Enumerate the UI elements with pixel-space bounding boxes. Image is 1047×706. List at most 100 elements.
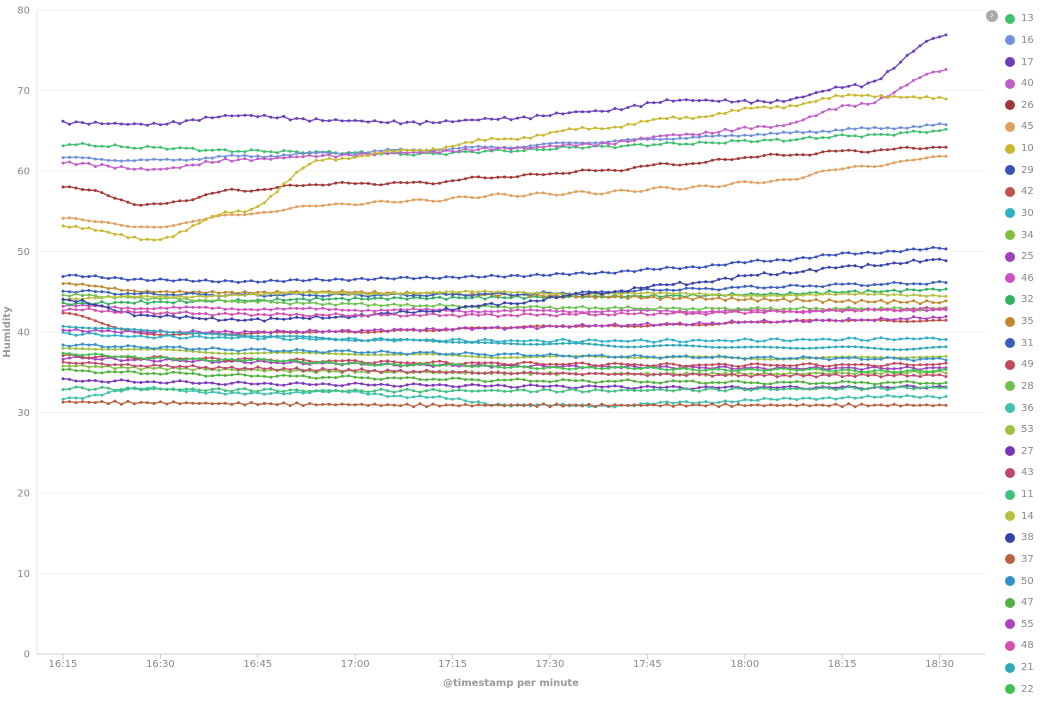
legend-item-11[interactable]: 11 [1005,484,1034,506]
data-point [106,221,110,225]
data-point [704,363,708,367]
data-point [600,339,604,343]
data-point [178,371,182,375]
series-45[interactable] [61,154,948,229]
series-21[interactable] [61,324,948,352]
series-37[interactable] [61,399,948,409]
data-point [555,314,558,318]
series-43[interactable] [61,360,948,379]
legend-item-53[interactable]: 53 [1005,419,1034,441]
data-point [944,371,948,375]
series-22[interactable] [61,351,948,374]
data-point [288,149,292,153]
data-point [600,127,604,131]
data-point [710,297,714,301]
data-point [853,369,857,373]
legend-item-50[interactable]: 50 [1005,570,1034,592]
series-48[interactable] [61,305,948,319]
data-point [61,377,65,381]
data-point [723,141,727,145]
series-16[interactable] [61,122,948,163]
series-49[interactable] [61,353,948,369]
legend-label: 22 [1021,683,1034,695]
series-47[interactable] [61,367,948,386]
legend-item-13[interactable]: 13 [1005,8,1034,30]
data-point [483,341,487,345]
data-point [697,381,701,385]
legend-item-55[interactable]: 55 [1005,614,1034,636]
legend-label: 45 [1021,121,1034,133]
data-point [191,364,195,367]
series-38[interactable] [61,257,948,323]
legend-item-28[interactable]: 28 [1005,376,1034,398]
series-26[interactable] [61,145,948,207]
legend-item-38[interactable]: 38 [1005,527,1034,549]
legend-item-26[interactable]: 26 [1005,95,1034,117]
series-50[interactable] [61,342,948,363]
legend-item-48[interactable]: 48 [1005,635,1034,657]
legend-item-45[interactable]: 45 [1005,116,1034,138]
legend-item-49[interactable]: 49 [1005,354,1034,376]
legend-item-34[interactable]: 34 [1005,224,1034,246]
data-point [730,100,734,104]
series-11[interactable] [61,385,948,394]
legend-item-29[interactable]: 29 [1005,159,1034,181]
legend-item-16[interactable]: 16 [1005,30,1034,52]
data-point [399,200,403,204]
data-point [158,400,162,404]
legend-item-27[interactable]: 27 [1005,441,1034,463]
data-point [119,307,123,311]
legend-item-22[interactable]: 22 [1005,678,1034,700]
data-point [795,283,799,287]
data-point [210,148,214,152]
data-point [860,362,864,366]
data-point [678,380,682,383]
data-point [762,355,766,359]
data-point [730,367,734,371]
series-17[interactable] [61,33,948,127]
legend-item-46[interactable]: 46 [1005,268,1034,290]
data-point [736,274,740,278]
data-point [567,171,571,175]
data-point [386,403,390,407]
data-point [327,402,331,406]
data-point [548,144,552,148]
data-point [275,312,279,315]
series-28[interactable] [61,292,948,312]
legend-collapse-chevron-icon[interactable]: › [986,10,998,22]
legend-item-43[interactable]: 43 [1005,462,1034,484]
data-point [197,312,201,316]
series-14[interactable] [61,289,948,302]
data-point [139,310,143,314]
data-point [756,368,760,372]
legend-item-31[interactable]: 31 [1005,332,1034,354]
legend-item-37[interactable]: 37 [1005,549,1034,571]
legend-item-17[interactable]: 17 [1005,51,1034,73]
legend-item-25[interactable]: 25 [1005,246,1034,268]
data-point [678,294,682,298]
data-point [68,400,71,404]
legend-item-21[interactable]: 21 [1005,657,1034,679]
legend-item-32[interactable]: 32 [1005,289,1034,311]
data-point [470,274,474,278]
legend-item-30[interactable]: 30 [1005,203,1034,225]
legend-item-40[interactable]: 40 [1005,73,1034,95]
series-55[interactable] [61,315,948,335]
series-29[interactable] [61,245,948,284]
legend-item-42[interactable]: 42 [1005,181,1034,203]
legend-item-36[interactable]: 36 [1005,397,1034,419]
data-point [340,384,344,388]
series-40[interactable] [61,67,948,172]
data-point [522,115,526,119]
legend-item-47[interactable]: 47 [1005,592,1034,614]
data-point [840,128,844,132]
data-point [223,157,227,161]
series-10[interactable] [61,93,948,242]
legend-item-35[interactable]: 35 [1005,311,1034,333]
data-point [652,372,656,376]
legend-item-14[interactable]: 14 [1005,505,1034,527]
data-point [288,338,292,342]
data-point [230,299,234,303]
legend-item-10[interactable]: 10 [1005,138,1034,160]
data-point [704,313,708,317]
